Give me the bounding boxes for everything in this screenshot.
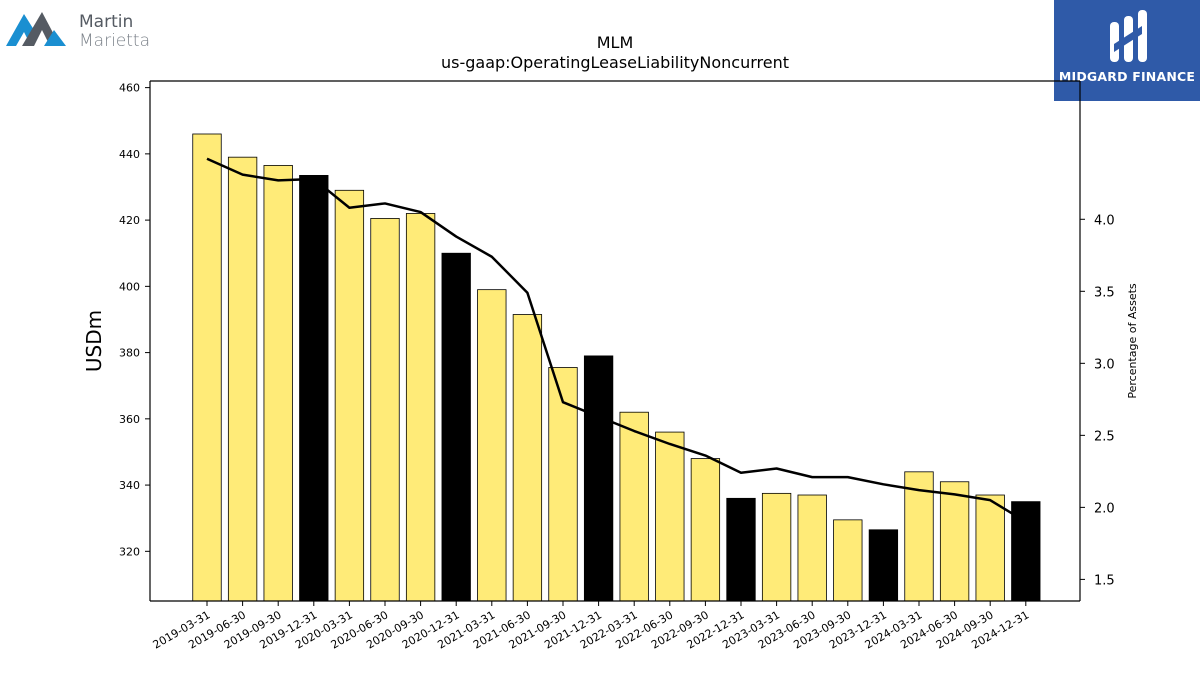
- bar-2020-12-31: [441, 252, 471, 602]
- left-tick-label-460: 460: [119, 82, 140, 95]
- bar-2024-06-30: [939, 481, 970, 602]
- bar-2022-03-31: [619, 411, 649, 602]
- midgard-finance-text: MIDGARD FINANCE: [1058, 69, 1196, 84]
- bar-2022-12-31: [726, 497, 756, 602]
- bar-2022-06-30: [655, 431, 685, 602]
- y-axis-label: USDm: [82, 310, 106, 372]
- logo-text-line1: Martin: [79, 12, 134, 32]
- bar-2020-03-31: [334, 189, 365, 602]
- right-tick-label-1.5: 1.5: [1094, 573, 1115, 588]
- chart-title: MLM: [596, 33, 634, 52]
- left-tick-label-420: 420: [119, 214, 140, 227]
- left-tick-label-360: 360: [119, 413, 140, 426]
- y2-axis-label: Percentage of Assets: [1126, 283, 1139, 399]
- bar-2023-12-31: [868, 529, 899, 602]
- bar-2021-06-30: [512, 314, 543, 602]
- chart-subtitle: us-gaap:OperatingLeaseLiabilityNoncurren…: [440, 53, 790, 72]
- bar-2022-09-30: [690, 458, 721, 602]
- left-tick-label-400: 400: [119, 280, 140, 293]
- bar-2019-03-31: [192, 133, 222, 602]
- left-tick-label-340: 340: [119, 479, 140, 492]
- left-tick-label-380: 380: [119, 347, 140, 360]
- right-tick-label-3.5: 3.5: [1094, 285, 1115, 300]
- bar-2024-09-30: [975, 494, 1005, 602]
- bar-2021-12-31: [583, 355, 614, 602]
- bar-2020-09-30: [405, 213, 436, 602]
- bar-2023-03-31: [761, 492, 792, 602]
- percentage-of-assets-line: [206, 157, 1027, 523]
- left-tick-label-440: 440: [119, 148, 140, 161]
- left-tick-label-320: 320: [119, 545, 140, 558]
- right-tick-label-3: 3.0: [1094, 357, 1115, 372]
- bar-2019-06-30: [227, 156, 258, 602]
- martin-marietta-logo: Martin Marietta: [4, 4, 164, 52]
- bar-2019-09-30: [263, 165, 293, 602]
- logo-text-line2: Marietta: [79, 31, 151, 51]
- bar-2021-03-31: [477, 289, 507, 602]
- bar-2019-12-31: [299, 174, 329, 602]
- right-tick-label-2.5: 2.5: [1094, 429, 1115, 444]
- bar-2020-06-30: [370, 218, 400, 602]
- bar-2023-09-30: [833, 519, 863, 602]
- mountain-logo-icon: [6, 12, 66, 46]
- bar-2023-06-30: [797, 494, 827, 602]
- midgard-finance-logo: MIDGARD FINANCE: [1054, 0, 1200, 101]
- right-tick-label-4: 4.0: [1094, 213, 1115, 228]
- right-tick-label-2: 2.0: [1094, 501, 1115, 516]
- midgard-mark-icon: [1110, 10, 1147, 62]
- bar-2024-03-31: [904, 471, 934, 602]
